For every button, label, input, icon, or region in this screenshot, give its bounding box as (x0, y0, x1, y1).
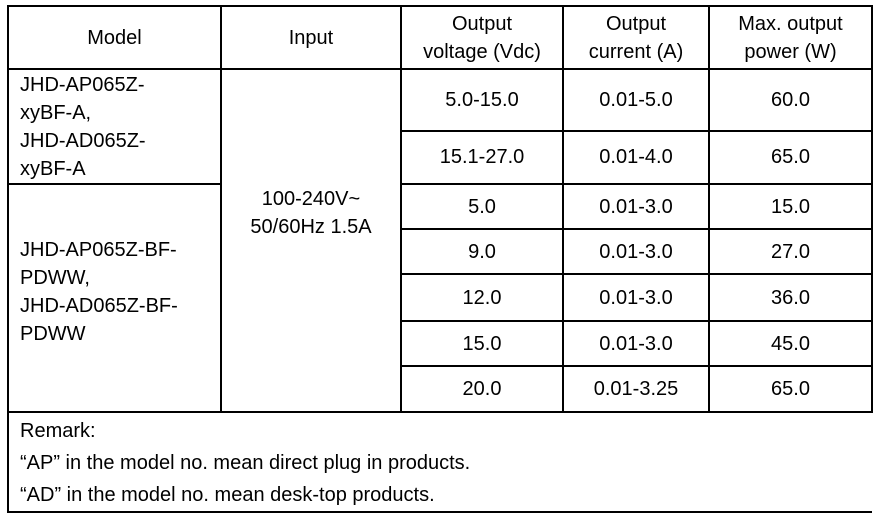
header-input: Input (220, 5, 402, 70)
current-cell: 0.01-3.0 (562, 320, 710, 367)
table-row: 15.0 0.01-3.0 45.0 (8, 320, 873, 367)
input-line2: 50/60Hz 1.5A (250, 215, 372, 238)
header-current-line2: current (A) (588, 40, 684, 63)
header-voltage-line2: voltage (Vdc) (423, 40, 541, 63)
remark-cell: Remark: “AP” in the model no. mean direc… (7, 411, 872, 513)
table-row: 20.0 0.01-3.25 65.0 (8, 365, 873, 413)
model-line: PDWW (20, 323, 86, 345)
current-cell: 0.01-3.0 (562, 228, 710, 275)
table-row: JHD-AP065Z- xyBF-A, JHD-AD065Z- xyBF-A 1… (7, 68, 873, 413)
voltage-cell: 9.0 (400, 228, 564, 275)
current-cell: 0.01-3.0 (562, 273, 710, 322)
model-line: PDWW, (20, 267, 90, 289)
model-line: JHD-AD065Z-BF- (20, 295, 178, 317)
table-row: JHD-AP065Z-BF- PDWW, JHD-AD065Z-BF- PDWW… (7, 183, 873, 413)
model-line: xyBF-A, (20, 102, 92, 124)
input-line1: 100-240V~ (261, 187, 361, 210)
header-current-line1: Output (605, 12, 667, 35)
header-power-line2: power (W) (744, 40, 837, 63)
current-cell: 0.01-5.0 (562, 68, 710, 132)
header-power: Max. output power (W) (708, 5, 873, 70)
voltage-cell: 15.0 (400, 320, 564, 367)
voltage-cell: 12.0 (400, 273, 564, 322)
model-line: JHD-AP065Z-BF- (20, 239, 177, 261)
model-line: JHD-AD065Z- (20, 130, 146, 152)
power-cell: 60.0 (708, 68, 873, 132)
table-row: 9.0 0.01-3.0 27.0 (8, 228, 873, 275)
voltage-cell: 5.0 (400, 183, 564, 230)
power-cell: 15.0 (708, 183, 873, 230)
header-current: Output current (A) (562, 5, 710, 70)
model-group-2: JHD-AP065Z-BF- PDWW, JHD-AD065Z-BF- PDWW (7, 183, 222, 413)
header-voltage: Output voltage (Vdc) (400, 5, 564, 70)
power-cell: 27.0 (708, 228, 873, 275)
remark-line: “AP” in the model no. mean direct plug i… (20, 452, 471, 474)
remark-row: Remark: “AP” in the model no. mean direc… (7, 411, 872, 513)
current-cell: 0.01-3.0 (562, 183, 710, 230)
remark-line: “AD” in the model no. mean desk-top prod… (20, 484, 435, 506)
model-group-1: JHD-AP065Z- xyBF-A, JHD-AD065Z- xyBF-A (7, 68, 222, 185)
model-line: JHD-AP065Z- (20, 74, 145, 96)
header-voltage-line1: Output (451, 12, 513, 35)
current-cell: 0.01-4.0 (562, 129, 710, 186)
voltage-cell: 5.0-15.0 (400, 68, 564, 132)
input-cell: 100-240V~ 50/60Hz 1.5A (220, 68, 402, 413)
table-row: 15.1-27.0 0.01-4.0 65.0 (8, 129, 873, 186)
remark-title: Remark: (20, 420, 96, 442)
power-cell: 65.0 (708, 365, 873, 413)
header-power-line1: Max. output (738, 12, 843, 35)
power-cell: 65.0 (708, 129, 873, 186)
power-cell: 45.0 (708, 320, 873, 367)
header-row: Model Input Output voltage (Vdc) Output cu… (7, 5, 873, 70)
voltage-cell: 20.0 (400, 365, 564, 413)
table-row: 12.0 0.01-3.0 36.0 (8, 273, 873, 322)
specs-table: Model Input Output voltage (Vdc) Output cu… (7, 5, 873, 513)
power-cell: 36.0 (708, 273, 873, 322)
current-cell: 0.01-3.25 (562, 365, 710, 413)
header-model: Model (7, 5, 222, 70)
model-line: xyBF-A (20, 158, 86, 180)
voltage-cell: 15.1-27.0 (400, 129, 564, 186)
